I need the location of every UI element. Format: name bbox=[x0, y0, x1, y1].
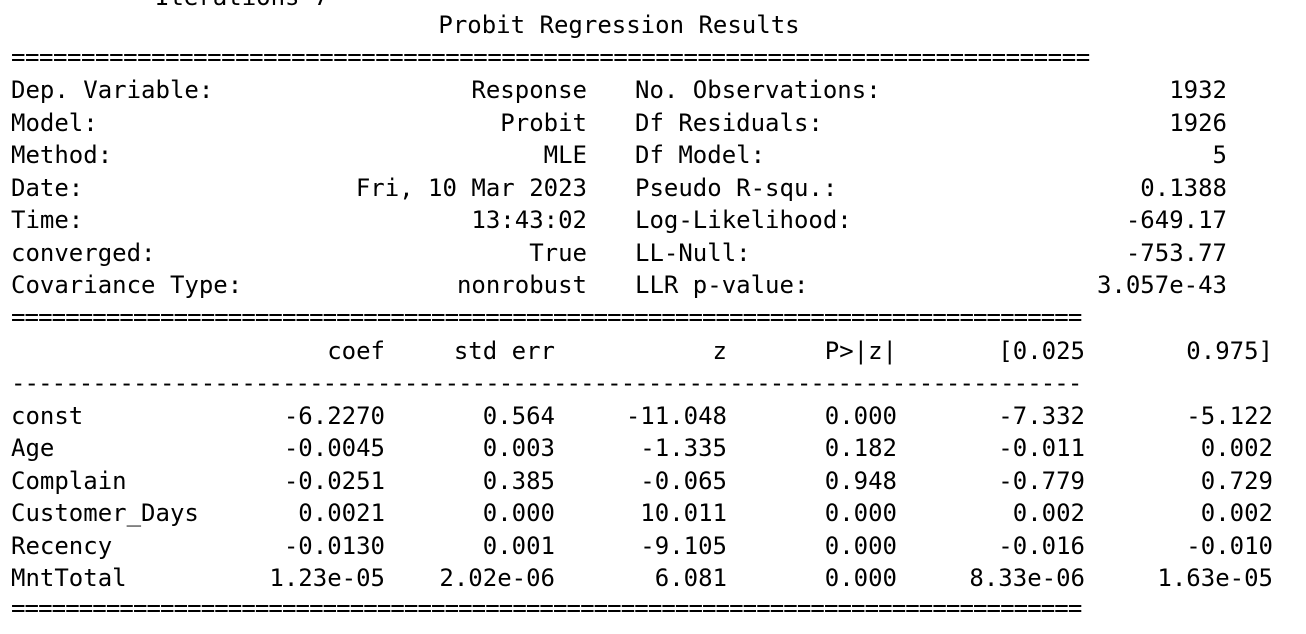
summary-value: 3.057e-43 bbox=[1096, 271, 1227, 299]
summary-value: 13:43:02 bbox=[471, 206, 587, 234]
summary-label: LL-Null: bbox=[635, 239, 751, 267]
table-row: const -6.2270 0.564 -11.048 0.000 -7.332… bbox=[11, 400, 1273, 432]
summary-value: Fri, 10 Mar 2023 bbox=[355, 174, 587, 202]
summary-label: Pseudo R-squ.: bbox=[635, 174, 838, 202]
p-value: 0.000 bbox=[824, 564, 897, 592]
ci-upper-value: 0.002 bbox=[1200, 499, 1273, 527]
row-variable-name: Complain bbox=[11, 467, 127, 495]
p-value: 0.000 bbox=[824, 499, 897, 527]
coef-value: 1.23e-05 bbox=[269, 564, 385, 592]
col-header-ci-lower: [0.025 bbox=[998, 337, 1085, 365]
table-row: Complain -0.0251 0.385 -0.065 0.948 -0.7… bbox=[11, 465, 1273, 497]
separator-dash: ----------------------------------------… bbox=[11, 373, 1082, 393]
std-err-value: 2.02e-06 bbox=[439, 564, 555, 592]
p-value: 0.182 bbox=[824, 434, 897, 462]
table-row: MntTotal 1.23e-05 2.02e-06 6.081 0.000 8… bbox=[11, 562, 1273, 594]
std-err-value: 0.385 bbox=[482, 467, 555, 495]
summary-label: Df Model: bbox=[635, 141, 766, 169]
ci-upper-value: 0.729 bbox=[1200, 467, 1273, 495]
summary-label: Log-Likelihood: bbox=[635, 206, 852, 234]
summary-label: Model: bbox=[11, 109, 98, 137]
z-value: -1.335 bbox=[640, 434, 727, 462]
std-err-value: 0.000 bbox=[482, 499, 555, 527]
ci-upper-value: -5.122 bbox=[1186, 402, 1273, 430]
regression-output: Iterations 7 Probit Regression Results =… bbox=[11, 0, 1301, 634]
col-header-z: z bbox=[712, 337, 727, 365]
separator-middle: ========================================… bbox=[11, 307, 1082, 327]
ci-lower-value: 0.002 bbox=[1012, 499, 1085, 527]
coef-value: -0.0251 bbox=[283, 467, 385, 495]
ci-upper-value: 1.63e-05 bbox=[1157, 564, 1273, 592]
p-value: 0.000 bbox=[824, 402, 897, 430]
z-value: 6.081 bbox=[654, 564, 727, 592]
table-row: Age -0.0045 0.003 -1.335 0.182 -0.011 0.… bbox=[11, 432, 1273, 464]
std-err-value: 0.003 bbox=[482, 434, 555, 462]
summary-label: LLR p-value: bbox=[635, 271, 809, 299]
ci-lower-value: -0.011 bbox=[998, 434, 1085, 462]
z-value: -9.105 bbox=[640, 532, 727, 560]
ci-lower-value: -7.332 bbox=[998, 402, 1085, 430]
summary-label: Dep. Variable: bbox=[11, 76, 214, 104]
coef-value: -0.0130 bbox=[283, 532, 385, 560]
ci-lower-value: -0.779 bbox=[998, 467, 1085, 495]
summary-label: converged: bbox=[11, 239, 156, 267]
row-variable-name: const bbox=[11, 402, 84, 430]
summary-row: Date: Fri, 10 Mar 2023 Pseudo R-squ.: 0.… bbox=[11, 172, 1227, 204]
z-value: -11.048 bbox=[625, 402, 727, 430]
summary-value: 0.1388 bbox=[1140, 174, 1227, 202]
row-variable-name: Age bbox=[11, 434, 55, 462]
summary-value: True bbox=[529, 239, 587, 267]
row-variable-name: Customer_Days bbox=[11, 499, 199, 527]
table-row: Customer_Days 0.0021 0.000 10.011 0.000 … bbox=[11, 497, 1273, 529]
summary-row: converged: True LL-Null: -753.77 bbox=[11, 237, 1227, 269]
separator-top: ========================================… bbox=[11, 47, 1090, 67]
summary-value: 1932 bbox=[1169, 76, 1227, 104]
coef-header-row: coef std err z P>|z| [0.025 0.975] bbox=[11, 335, 1273, 367]
coef-value: 0.0021 bbox=[298, 499, 385, 527]
ci-upper-value: -0.010 bbox=[1186, 532, 1273, 560]
summary-label: Date: bbox=[11, 174, 84, 202]
summary-row: Model: Probit Df Residuals: 1926 bbox=[11, 107, 1227, 139]
col-header-ci-upper: 0.975] bbox=[1186, 337, 1273, 365]
summary-value: -649.17 bbox=[1125, 206, 1227, 234]
col-header-coef: coef bbox=[327, 337, 385, 365]
ci-upper-value: 0.002 bbox=[1200, 434, 1273, 462]
summary-value: 1926 bbox=[1169, 109, 1227, 137]
col-header-p-value: P>|z| bbox=[824, 337, 897, 365]
ci-lower-value: -0.016 bbox=[998, 532, 1085, 560]
std-err-value: 0.564 bbox=[482, 402, 555, 430]
table-row: Recency -0.0130 0.001 -9.105 0.000 -0.01… bbox=[11, 530, 1273, 562]
z-value: -0.065 bbox=[640, 467, 727, 495]
summary-label: Time: bbox=[11, 206, 84, 234]
summary-value: Response bbox=[471, 76, 587, 104]
row-variable-name: Recency bbox=[11, 532, 113, 560]
summary-row: Covariance Type: nonrobust LLR p-value: … bbox=[11, 269, 1227, 301]
p-value: 0.000 bbox=[824, 532, 897, 560]
summary-value: Probit bbox=[500, 109, 587, 137]
p-value: 0.948 bbox=[824, 467, 897, 495]
summary-row: Time: 13:43:02 Log-Likelihood: -649.17 bbox=[11, 204, 1227, 236]
summary-label: Covariance Type: bbox=[11, 271, 243, 299]
coef-value: -0.0045 bbox=[283, 434, 385, 462]
summary-label: Method: bbox=[11, 141, 113, 169]
separator-bottom: ========================================… bbox=[11, 598, 1082, 618]
z-value: 10.011 bbox=[640, 499, 727, 527]
summary-row: Method: MLE Df Model: 5 bbox=[11, 139, 1227, 171]
summary-value: -753.77 bbox=[1125, 239, 1227, 267]
cutoff-text: Iterations 7 bbox=[155, 0, 328, 9]
summary-label: No. Observations: bbox=[635, 76, 881, 104]
summary-value: MLE bbox=[543, 141, 587, 169]
summary-value: nonrobust bbox=[456, 271, 587, 299]
coef-value: -6.2270 bbox=[283, 402, 385, 430]
results-title: Probit Regression Results bbox=[438, 11, 800, 39]
summary-row: Dep. Variable: Response No. Observations… bbox=[11, 74, 1227, 106]
summary-value: 5 bbox=[1212, 141, 1227, 169]
row-variable-name: MntTotal bbox=[11, 564, 127, 592]
std-err-value: 0.001 bbox=[482, 532, 555, 560]
col-header-std-err: std err bbox=[453, 337, 555, 365]
summary-label: Df Residuals: bbox=[635, 109, 823, 137]
ci-lower-value: 8.33e-06 bbox=[969, 564, 1085, 592]
